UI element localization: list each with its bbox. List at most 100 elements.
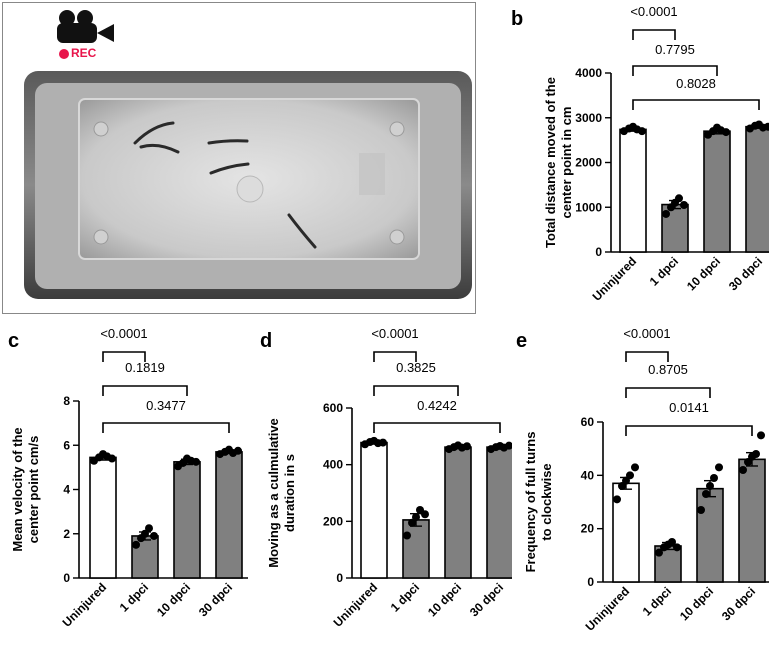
- data-point: [706, 482, 714, 490]
- bar-10-dpci: [703, 130, 731, 253]
- data-point: [702, 490, 710, 498]
- fish: [287, 213, 317, 249]
- y-tick-label: 200: [323, 514, 343, 528]
- data-point: [764, 122, 769, 131]
- bar-1-dpci: [402, 519, 430, 579]
- panel-letter-d: d: [260, 330, 273, 352]
- significance-bracket: [632, 65, 718, 76]
- significance-bracket: [373, 351, 417, 362]
- y-axis-label: center point in cm: [559, 107, 574, 219]
- y-tick-label: 3000: [575, 111, 602, 125]
- y-tick-label: 0: [336, 571, 343, 585]
- p-value-label: <0.0001: [371, 326, 418, 341]
- data-point: [150, 531, 158, 540]
- bar-10-dpci: [696, 487, 724, 583]
- bar-30-dpci: [745, 125, 769, 253]
- data-point: [613, 495, 621, 504]
- bar-10-dpci: [173, 461, 201, 579]
- tank-peg: [389, 121, 405, 137]
- data-point: [192, 457, 200, 466]
- y-axis-label: Moving as a culmulative: [266, 418, 281, 568]
- record-dot-icon: [59, 49, 69, 59]
- data-point: [675, 194, 683, 203]
- total-distance-chart: 0 1000 2000 3000 4000 Total distance moved of…: [543, 4, 769, 304]
- significance-bracket: [102, 351, 146, 362]
- significance-bracket: [373, 385, 459, 396]
- x-tick-label: 10 dpci: [425, 580, 464, 619]
- bar-uninjured: [89, 456, 117, 579]
- data-point: [108, 454, 116, 463]
- fish: [209, 162, 250, 175]
- x-tick-label: Uninjured: [331, 580, 380, 629]
- x-tick-label: 30 dpci: [467, 580, 506, 619]
- p-value-label: <0.0001: [623, 326, 670, 341]
- y-axis-label: center point cm/s: [26, 436, 41, 544]
- data-point: [668, 538, 676, 546]
- x-tick-label: 30 dpci: [196, 580, 235, 619]
- tank-label-text: [359, 153, 385, 195]
- tank-peg: [389, 229, 405, 245]
- p-value-label: 0.1819: [125, 360, 165, 375]
- moving-duration-chart: 0 200 400 600 Moving as a culmulative duratio…: [266, 326, 512, 630]
- tank-center-mark: [236, 175, 264, 203]
- significance-bracket: [625, 425, 753, 436]
- panel-letter-b: b: [511, 8, 524, 30]
- data-point: [715, 463, 723, 472]
- data-point: [739, 466, 747, 474]
- data-point: [697, 506, 705, 514]
- p-value-label: 0.3477: [146, 398, 186, 413]
- y-axis-label: Total distance moved of the: [543, 77, 558, 248]
- y-tick-label: 400: [323, 458, 343, 472]
- significance-bracket: [102, 385, 188, 396]
- data-point: [638, 127, 646, 136]
- y-tick-label: 4000: [575, 66, 602, 80]
- data-point: [132, 540, 140, 549]
- y-tick-label: 600: [323, 401, 343, 415]
- data-point: [145, 524, 153, 533]
- y-tick-label: 0: [587, 575, 594, 589]
- bar-30-dpci: [486, 446, 512, 579]
- x-tick-label: 10 dpci: [154, 580, 193, 619]
- data-point: [379, 438, 387, 447]
- significance-bracket: [373, 422, 501, 433]
- clockwise-turns-chart: 0 20 40 60 Frequency of full turns to clockwi…: [523, 326, 769, 634]
- panel-letter-c: c: [8, 330, 20, 352]
- p-value-label: <0.0001: [100, 326, 147, 341]
- y-tick-label: 6: [63, 438, 70, 452]
- y-axis-label: duration in s: [282, 454, 297, 532]
- tank-peg: [93, 229, 109, 245]
- x-tick-label: 30 dpci: [726, 254, 765, 293]
- bar-30-dpci: [215, 451, 243, 579]
- video-still-frame: REC: [2, 2, 476, 314]
- y-tick-label: 0: [595, 245, 602, 259]
- significance-bracket: [102, 422, 230, 433]
- y-tick-label: 1000: [575, 200, 602, 214]
- data-point: [752, 450, 760, 458]
- data-point: [680, 201, 688, 210]
- x-tick-label: 1 dpci: [388, 580, 422, 614]
- data-point: [408, 518, 416, 527]
- significance-bracket: [632, 29, 676, 40]
- data-point: [655, 548, 663, 557]
- significance-bracket: [625, 351, 669, 362]
- mean-velocity-chart: 0 2 4 6 8 Mean velocity of the center point cm…: [10, 326, 248, 630]
- x-tick-label: Uninjured: [60, 580, 109, 629]
- video-camera-icon: [57, 10, 114, 43]
- y-tick-label: 60: [581, 415, 595, 429]
- data-point: [421, 510, 429, 519]
- y-axis-label: to clockwise: [539, 463, 554, 540]
- p-value-label: 0.3825: [396, 360, 436, 375]
- y-tick-label: 2000: [575, 156, 602, 170]
- fish: [139, 143, 180, 154]
- data-point: [722, 128, 730, 137]
- y-tick-label: 4: [63, 483, 70, 497]
- rec-label: REC: [71, 46, 97, 60]
- y-tick-label: 0: [63, 571, 70, 585]
- x-tick-label: 30 dpci: [719, 584, 758, 623]
- y-tick-label: 2: [63, 527, 70, 541]
- data-point: [673, 543, 681, 552]
- data-point: [631, 463, 639, 472]
- p-value-label: 0.8028: [676, 76, 716, 91]
- y-axis-label: Frequency of full turns: [523, 432, 538, 573]
- x-tick-label: Uninjured: [583, 584, 632, 633]
